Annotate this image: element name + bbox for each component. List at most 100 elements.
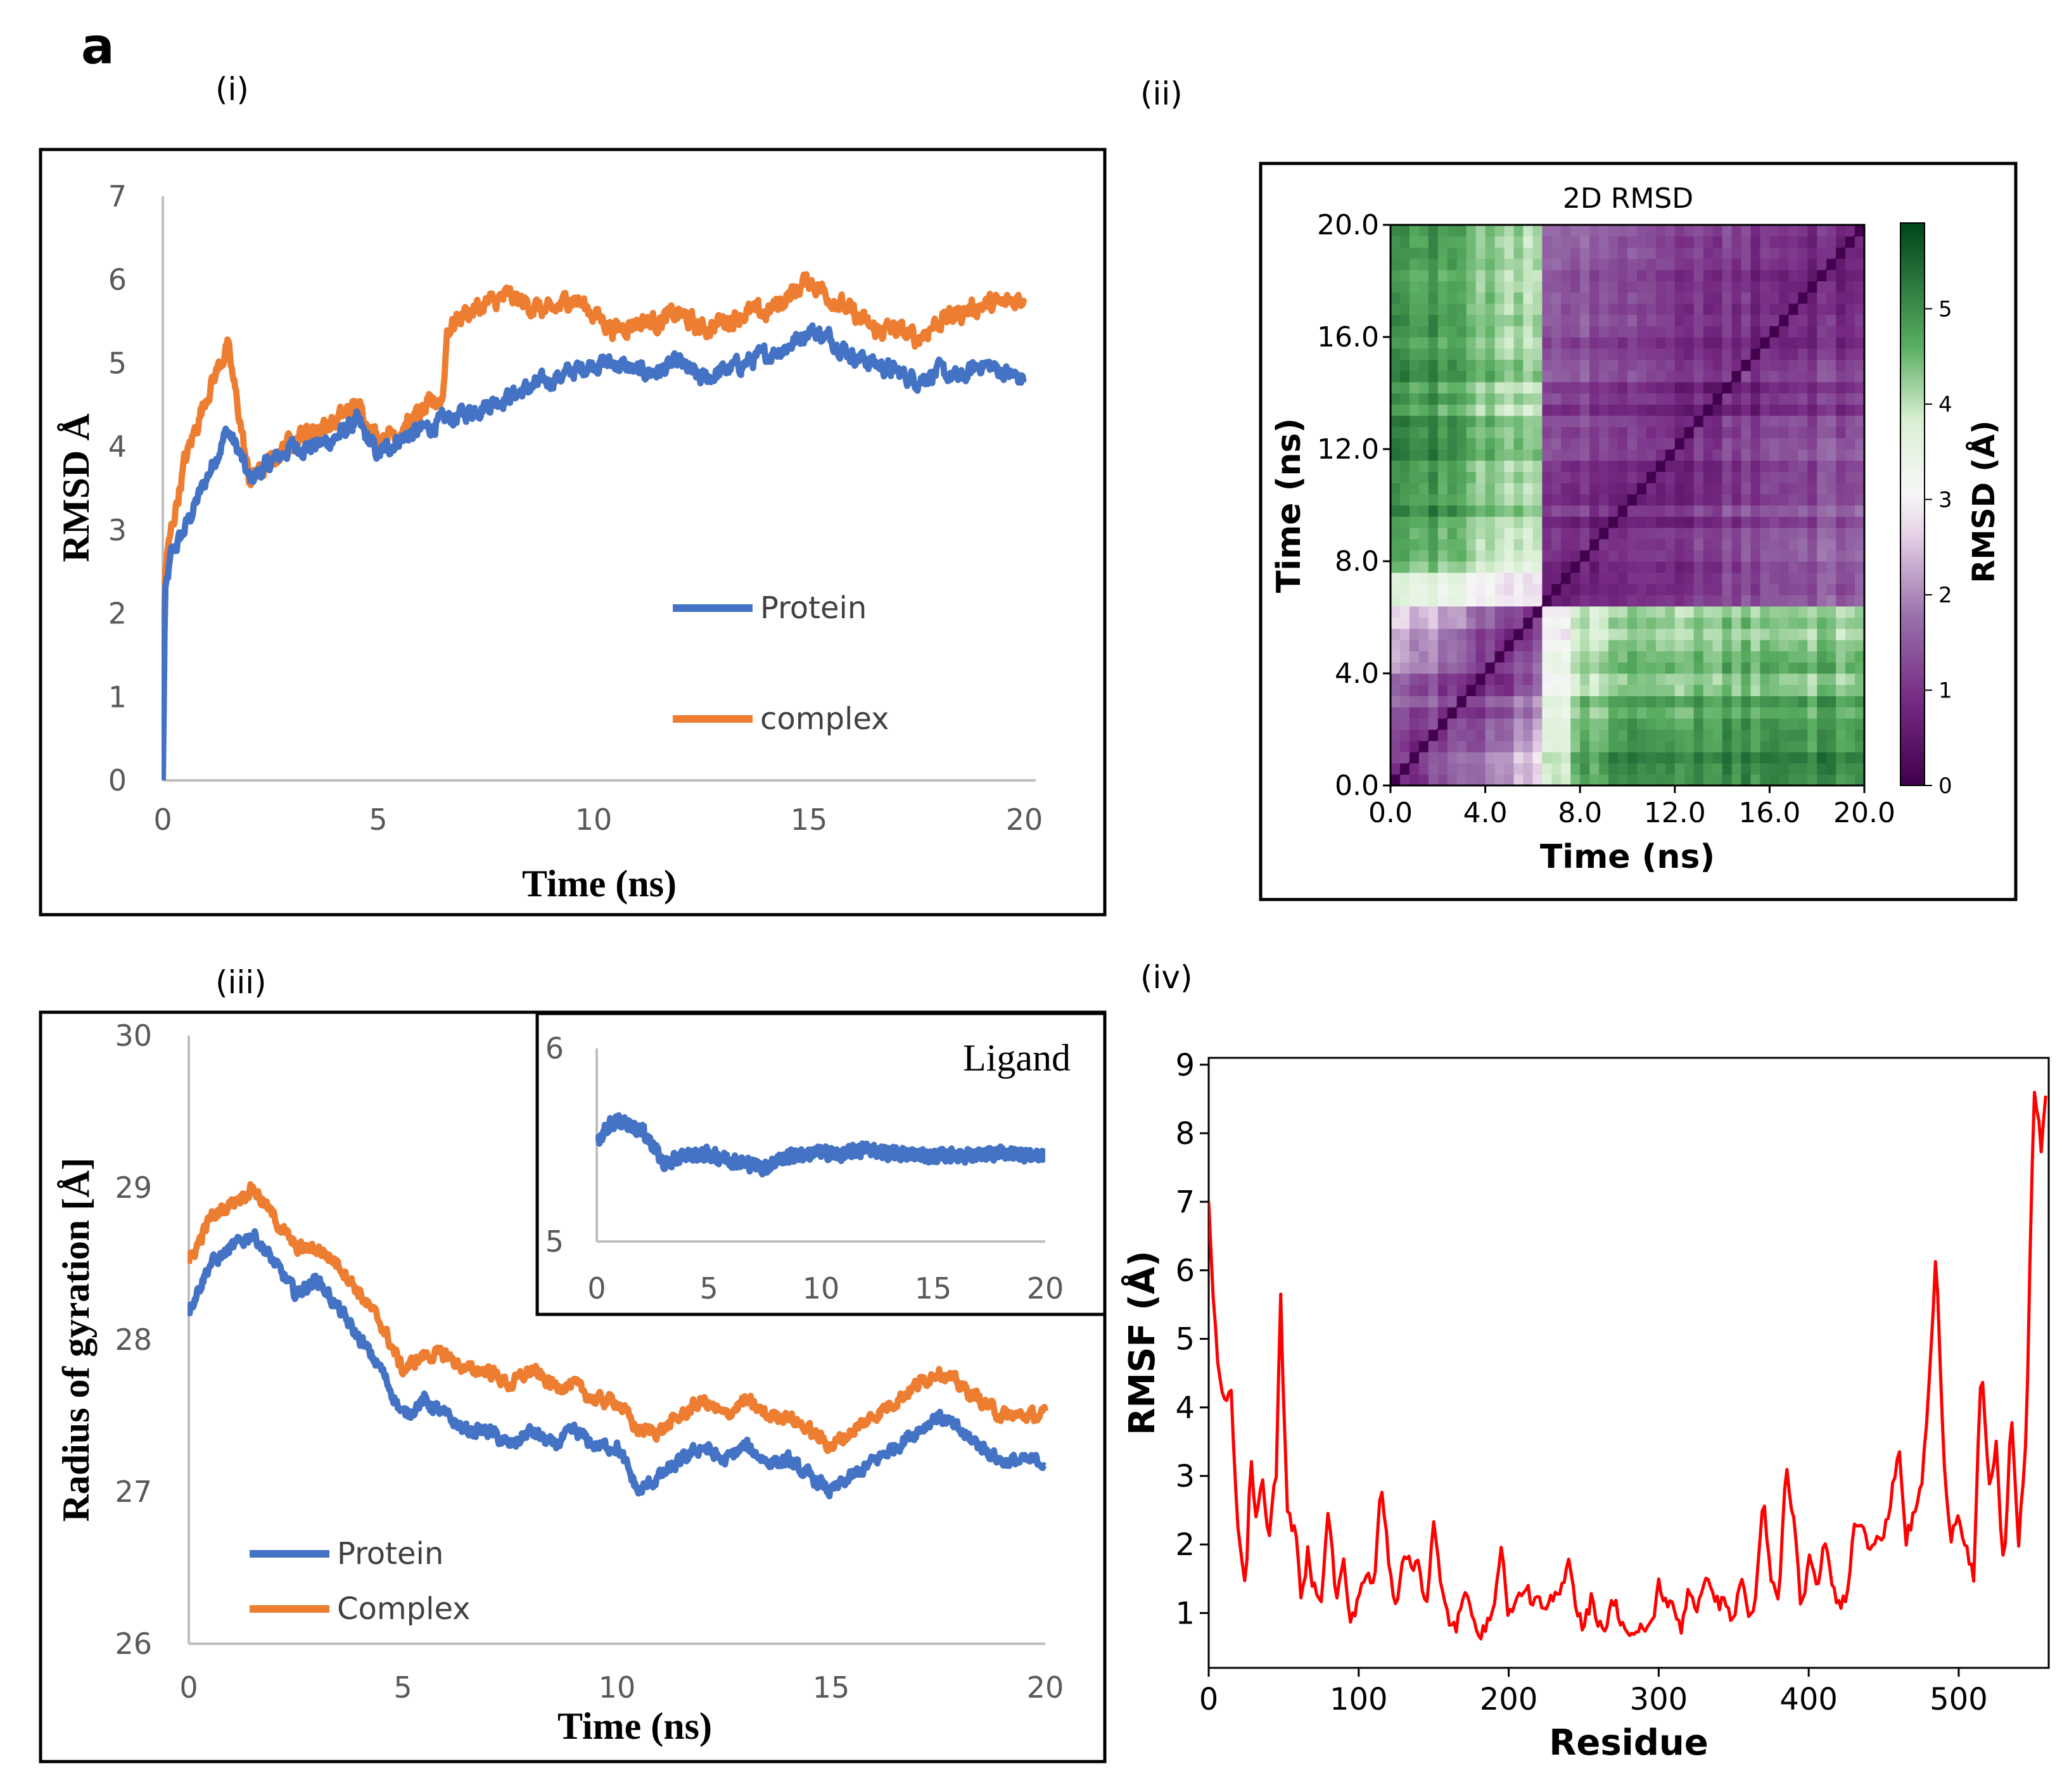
heatmap-cell bbox=[1712, 538, 1723, 550]
heatmap-cell bbox=[1447, 639, 1458, 652]
heatmap-cell bbox=[1731, 326, 1742, 338]
heatmap-cell bbox=[1561, 639, 1571, 652]
heatmap-cell bbox=[1769, 225, 1779, 237]
heatmap-cell bbox=[1532, 471, 1543, 483]
heatmap-cell bbox=[1391, 639, 1401, 652]
heatmap-cell bbox=[1561, 225, 1571, 237]
heatmap-cell bbox=[1807, 651, 1817, 663]
heatmap-cell bbox=[1409, 292, 1420, 304]
heatmap-cell bbox=[1779, 617, 1789, 629]
heatmap-cell bbox=[1637, 617, 1647, 629]
heatmap-cell bbox=[1428, 662, 1439, 674]
heatmap-cell bbox=[1798, 371, 1808, 383]
heatmap-cell bbox=[1836, 751, 1846, 764]
heatmap-cell bbox=[1589, 516, 1600, 528]
heatmap-cell bbox=[1798, 359, 1808, 371]
heatmap-cell bbox=[1693, 516, 1704, 528]
heatmap-cell bbox=[1779, 471, 1789, 483]
heatmap-cell bbox=[1731, 449, 1742, 461]
heatmap-cell bbox=[1712, 617, 1723, 629]
heatmap-cell bbox=[1599, 225, 1609, 237]
heatmap-cell bbox=[1542, 303, 1552, 315]
heatmap-cell bbox=[1693, 460, 1704, 472]
heatmap-cell bbox=[1760, 729, 1770, 741]
heatmap-cell bbox=[1684, 393, 1695, 405]
heatmap-cell bbox=[1655, 348, 1666, 360]
heatmap-cell bbox=[1599, 438, 1609, 450]
heatmap-cell bbox=[1504, 774, 1515, 786]
heatmap-cell bbox=[1836, 639, 1846, 652]
heatmap-cell bbox=[1731, 303, 1742, 315]
heatmap-cell bbox=[1580, 438, 1590, 450]
heatmap-cell bbox=[1684, 371, 1695, 383]
heatmap-cell bbox=[1456, 763, 1467, 775]
rmsf-plot-border bbox=[1207, 1057, 2050, 1669]
heatmap-cell bbox=[1845, 527, 1855, 540]
heatmap-cell bbox=[1807, 729, 1817, 741]
heatmap-cell bbox=[1599, 404, 1609, 416]
heatmap-cell bbox=[1845, 225, 1855, 237]
heatmap-cell bbox=[1655, 696, 1666, 708]
heatmap-cell bbox=[1513, 505, 1524, 517]
heatmap-cell bbox=[1494, 673, 1505, 685]
heatmap-cell bbox=[1826, 359, 1836, 371]
heatmap-cell bbox=[1589, 258, 1600, 270]
heatmap-cell bbox=[1798, 281, 1808, 293]
heatmap-cell bbox=[1693, 550, 1704, 562]
heatmap-cell bbox=[1817, 404, 1827, 416]
heatmap-cell bbox=[1570, 505, 1581, 517]
heatmap-cell bbox=[1798, 493, 1808, 506]
heatmap-cell bbox=[1826, 460, 1836, 472]
heatmap-cell bbox=[1485, 415, 1496, 428]
heatmap-cell bbox=[1703, 415, 1714, 428]
heatmap-cell bbox=[1523, 292, 1533, 304]
heatmap-cell bbox=[1674, 460, 1685, 472]
heatmap-cell bbox=[1570, 763, 1581, 775]
heatmap-cell bbox=[1475, 381, 1486, 394]
heatmap-cell bbox=[1646, 292, 1657, 304]
heatmap-cell bbox=[1637, 516, 1647, 528]
heatmap-cell bbox=[1599, 314, 1609, 326]
heatmap-cell bbox=[1475, 651, 1486, 663]
heatmap-cell bbox=[1807, 393, 1817, 405]
heatmap-cell bbox=[1712, 505, 1723, 517]
heatmap-cell bbox=[1845, 561, 1855, 573]
heatmap-cell bbox=[1731, 628, 1742, 640]
heatmap-cell bbox=[1409, 718, 1420, 730]
heatmap-cell bbox=[1570, 493, 1581, 506]
heatmap-cell bbox=[1731, 393, 1742, 405]
heatmap-cell bbox=[1684, 696, 1695, 708]
heatmap-cell bbox=[1513, 483, 1524, 495]
heatmap-cell bbox=[1523, 247, 1533, 259]
heatmap-cell bbox=[1599, 684, 1609, 696]
heatmap-cell bbox=[1466, 505, 1477, 517]
heatmap-cell bbox=[1618, 662, 1628, 674]
heatmap-cell bbox=[1561, 449, 1571, 461]
rg-y-tick: 26 bbox=[115, 1627, 152, 1661]
heatmap-cell bbox=[1428, 404, 1439, 416]
heatmap-cell bbox=[1391, 561, 1401, 573]
heatmap-cell bbox=[1750, 415, 1761, 428]
heatmap-cell bbox=[1855, 337, 1865, 349]
heatmap-cell bbox=[1485, 348, 1496, 360]
heatmap-cell bbox=[1731, 606, 1742, 618]
heatmap-cell bbox=[1646, 483, 1657, 495]
heatmap-cell bbox=[1760, 774, 1770, 786]
heatmap-cell bbox=[1807, 483, 1817, 495]
heatmap-cell bbox=[1646, 763, 1657, 775]
heatmap-cell bbox=[1722, 583, 1733, 595]
heatmap-cell bbox=[1551, 662, 1562, 674]
heatmap-cell bbox=[1447, 483, 1458, 495]
heatmap-cell bbox=[1826, 483, 1836, 495]
heatmap-cell bbox=[1741, 606, 1752, 618]
heatmap-cell bbox=[1608, 493, 1619, 506]
heatmap-cell bbox=[1599, 236, 1609, 248]
heatmap-cell bbox=[1542, 493, 1552, 506]
heatmap-cell bbox=[1684, 516, 1695, 528]
heatmap-cell bbox=[1684, 326, 1695, 338]
heatmap-cell bbox=[1674, 662, 1685, 674]
heatmap-cell bbox=[1655, 449, 1666, 461]
heatmap-cell bbox=[1722, 707, 1733, 719]
heatmap-cell bbox=[1599, 460, 1609, 472]
heatmap-cell bbox=[1466, 651, 1477, 663]
